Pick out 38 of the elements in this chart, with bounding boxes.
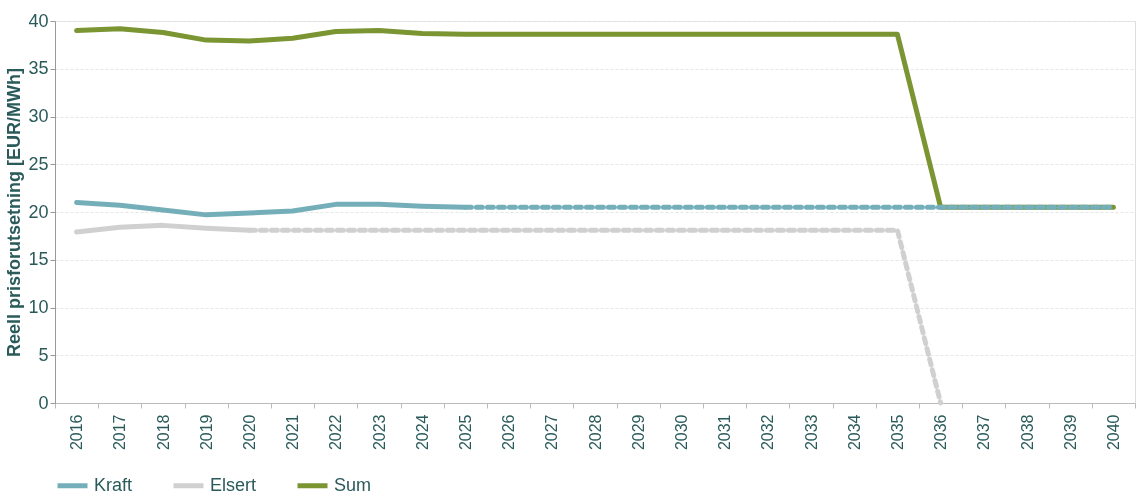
y-tick-label: 30 [28,106,49,126]
x-tick-label: 2030 [672,414,690,451]
x-tick-label: 2037 [975,414,993,451]
x-tick-label: 2033 [802,414,820,451]
x-tick-label: 2017 [111,414,129,451]
y-axis-title: Reell prisforutsetning [EUR/MWh] [4,68,25,357]
x-tick-label: 2019 [197,414,215,451]
y-tick-label: 20 [28,201,49,222]
y-tick-label: 35 [28,58,49,79]
x-tick-label: 2025 [456,414,474,451]
legend-label: Elsert [210,474,257,495]
x-tick-label: 2028 [586,414,604,451]
legend-label: Kraft [94,474,133,495]
x-tick-label: 2039 [1061,414,1079,451]
x-tick-label: 2032 [759,414,777,451]
x-tick-label: 2036 [932,414,950,451]
y-tick-label: 15 [28,249,49,270]
x-tick-label: 2026 [500,414,518,451]
y-tick-label: 40 [28,10,49,31]
x-tick-label: 2038 [1018,414,1036,451]
x-tick-label: 2018 [154,414,172,451]
x-tick-label: 2029 [629,414,647,451]
x-tick-label: 2020 [240,414,258,451]
legend-label: Sum [334,474,372,495]
x-tick-label: 2034 [845,414,863,451]
x-tick-label: 2022 [327,414,345,451]
x-tick-label: 2035 [888,414,906,451]
x-tick-label: 2016 [68,414,86,451]
x-tick-label: 2027 [543,414,561,451]
y-tick-label: 25 [28,153,49,174]
y-tick-label: 0 [38,392,49,413]
x-tick-label: 2040 [1104,414,1122,451]
x-tick-label: 2023 [370,414,388,451]
x-tick-label: 2024 [413,414,431,451]
x-tick-label: 2021 [284,414,302,451]
y-tick-label: 5 [38,344,49,365]
y-tick-label: 10 [28,297,49,317]
x-tick-label: 2031 [716,414,734,451]
